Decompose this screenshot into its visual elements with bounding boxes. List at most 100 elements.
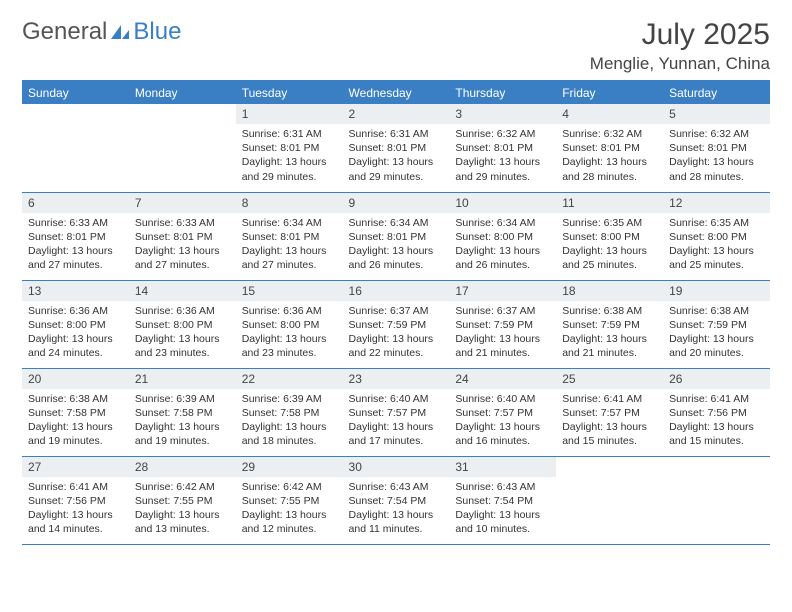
calendar-cell: 11Sunrise: 6:35 AMSunset: 8:00 PMDayligh… xyxy=(556,192,663,280)
calendar-cell xyxy=(129,104,236,192)
calendar-cell: 6Sunrise: 6:33 AMSunset: 8:01 PMDaylight… xyxy=(22,192,129,280)
day-details: Sunrise: 6:31 AM Sunset: 8:01 PM Daylight:… xyxy=(236,124,343,187)
calendar-cell: 20 Sunrise: 6:38 AM Sunset: 7:58 PM Dayligh… xyxy=(22,368,129,456)
sunrise-line: Sunrise: 6:40 AM xyxy=(349,393,429,405)
day-details: Sunrise: 6:38 AMSunset: 7:59 PMDaylight:… xyxy=(556,301,663,364)
sunset-line: Sunset: 8:01 PM xyxy=(135,231,213,243)
sunrise-line: Sunrise: 6:39 AM xyxy=(135,393,215,405)
calendar-cell xyxy=(663,456,770,544)
daylight-line: Daylight: 13 hours and 19 minutes. xyxy=(28,421,113,447)
sunrise-line: Sunrise: 6:31 AM xyxy=(242,128,322,140)
calendar-row: 27Sunrise: 6:41 AMSunset: 7:56 PMDayligh… xyxy=(22,456,770,544)
sunrise-line: Sunrise: 6:33 AM xyxy=(28,217,108,229)
day-number: 31 xyxy=(449,457,556,477)
sunset-line: Sunset: 7:54 PM xyxy=(455,495,533,507)
day-details: Sunrise: 6:32 AMSunset: 8:01 PMDaylight:… xyxy=(556,124,663,187)
calendar-cell: 15Sunrise: 6:36 AMSunset: 8:00 PMDayligh… xyxy=(236,280,343,368)
sunset-line: Sunset: 7:59 PM xyxy=(349,319,427,331)
calendar-cell: 27Sunrise: 6:41 AMSunset: 7:56 PMDayligh… xyxy=(22,456,129,544)
month-title: July 2025 xyxy=(590,18,770,52)
sunrise-line: Sunrise: 6:36 AM xyxy=(242,305,322,317)
day-number: 14 xyxy=(129,281,236,301)
daylight-line: Daylight: 13 hours and 29 minutes. xyxy=(242,156,327,182)
day-number: 17 xyxy=(449,281,556,301)
sunrise-line: Sunrise: 6:39 AM xyxy=(242,393,322,405)
sunrise-line: Sunrise: 6:38 AM xyxy=(562,305,642,317)
calendar-row: 20 Sunrise: 6:38 AM Sunset: 7:58 PM Dayligh… xyxy=(22,368,770,456)
day-number: 24 xyxy=(449,369,556,389)
day-number: 20 xyxy=(22,369,129,389)
sunset-line: Sunset: 7:59 PM xyxy=(455,319,533,331)
calendar-cell: 7Sunrise: 6:33 AMSunset: 8:01 PMDaylight… xyxy=(129,192,236,280)
sunset-line: Sunset: 8:01 PM xyxy=(242,142,320,154)
calendar-cell xyxy=(22,104,129,192)
sunset-line: Sunset: 8:01 PM xyxy=(349,142,427,154)
weekday-header-row: SundayMondayTuesdayWednesdayThursdayFrid… xyxy=(22,82,770,104)
weekday-header: Wednesday xyxy=(343,82,450,104)
calendar-cell: 14Sunrise: 6:36 AMSunset: 8:00 PMDayligh… xyxy=(129,280,236,368)
daylight-line: Daylight: 13 hours and 14 minutes. xyxy=(28,509,113,535)
day-details: Sunrise: 6:36 AMSunset: 8:00 PMDaylight:… xyxy=(236,301,343,364)
daylight-line: Daylight: 13 hours and 27 minutes. xyxy=(242,245,327,271)
weekday-header: Saturday xyxy=(663,82,770,104)
day-details: Sunrise: 6:35 AMSunset: 8:00 PMDaylight:… xyxy=(663,213,770,276)
sunrise-line: Sunrise: 6:33 AM xyxy=(135,217,215,229)
sunset-line: Sunset: 7:58 PM xyxy=(28,407,106,419)
sunrise-line: Sunrise: 6:36 AM xyxy=(28,305,108,317)
daylight-line: Daylight: 13 hours and 13 minutes. xyxy=(135,509,220,535)
sunset-line: Sunset: 7:57 PM xyxy=(455,407,533,419)
day-number: 23 xyxy=(343,369,450,389)
daylight-line: Daylight: 13 hours and 28 minutes. xyxy=(562,156,647,182)
sunrise-line: Sunrise: 6:32 AM xyxy=(669,128,749,140)
daylight-line: Daylight: 13 hours and 27 minutes. xyxy=(28,245,113,271)
sunset-line: Sunset: 8:00 PM xyxy=(242,319,320,331)
sunset-line: Sunset: 7:55 PM xyxy=(242,495,320,507)
sunset-line: Sunset: 8:00 PM xyxy=(562,231,640,243)
sunset-line: Sunset: 8:00 PM xyxy=(669,231,747,243)
logo-text-general: General xyxy=(22,18,107,46)
sunset-line: Sunset: 7:57 PM xyxy=(562,407,640,419)
calendar-row: 6Sunrise: 6:33 AMSunset: 8:01 PMDaylight… xyxy=(22,192,770,280)
daylight-line: Daylight: 13 hours and 25 minutes. xyxy=(669,245,754,271)
logo-text-blue: Blue xyxy=(133,18,181,46)
sunrise-line: Sunrise: 6:43 AM xyxy=(349,481,429,493)
daylight-line: Daylight: 13 hours and 10 minutes. xyxy=(455,509,540,535)
calendar-cell: 4Sunrise: 6:32 AMSunset: 8:01 PMDaylight… xyxy=(556,104,663,192)
sunrise-line: Sunrise: 6:42 AM xyxy=(135,481,215,493)
sunset-line: Sunset: 8:01 PM xyxy=(455,142,533,154)
calendar-cell: 23 Sunrise: 6:40 AM Sunset: 7:57 PM Dayligh… xyxy=(343,368,450,456)
day-number: 25 xyxy=(556,369,663,389)
daylight-line: Daylight: 13 hours and 23 minutes. xyxy=(135,333,220,359)
daylight-line: Daylight: 13 hours and 17 minutes. xyxy=(349,421,434,447)
sunrise-line: Sunrise: 6:38 AM xyxy=(669,305,749,317)
day-number: 2 xyxy=(343,104,450,124)
calendar-cell: 5Sunrise: 6:32 AMSunset: 8:01 PMDaylight… xyxy=(663,104,770,192)
daylight-line: Daylight: 13 hours and 18 minutes. xyxy=(242,421,327,447)
calendar-cell: 31Sunrise: 6:43 AMSunset: 7:54 PMDayligh… xyxy=(449,456,556,544)
calendar-table: SundayMondayTuesdayWednesdayThursdayFrid… xyxy=(22,82,770,545)
sunrise-line: Sunrise: 6:42 AM xyxy=(242,481,322,493)
sunrise-line: Sunrise: 6:37 AM xyxy=(349,305,429,317)
calendar-cell: 10Sunrise: 6:34 AMSunset: 8:00 PMDayligh… xyxy=(449,192,556,280)
day-details: Sunrise: 6:36 AMSunset: 8:00 PMDaylight:… xyxy=(129,301,236,364)
sunrise-line: Sunrise: 6:41 AM xyxy=(28,481,108,493)
calendar-row: 1Sunrise: 6:31 AMSunset: 8:01 PMDaylight… xyxy=(22,104,770,192)
day-details: Sunrise: 6:42 AMSunset: 7:55 PMDaylight:… xyxy=(129,477,236,540)
day-details: Sunrise: 6:34 AMSunset: 8:00 PMDaylight:… xyxy=(449,213,556,276)
weekday-header: Sunday xyxy=(22,82,129,104)
daylight-line: Daylight: 13 hours and 26 minutes. xyxy=(349,245,434,271)
daylight-line: Daylight: 13 hours and 11 minutes. xyxy=(349,509,434,535)
calendar-cell: 30Sunrise: 6:43 AMSunset: 7:54 PMDayligh… xyxy=(343,456,450,544)
sunset-line: Sunset: 8:00 PM xyxy=(135,319,213,331)
day-number: 27 xyxy=(22,457,129,477)
daylight-line: Daylight: 13 hours and 25 minutes. xyxy=(562,245,647,271)
day-details: Sunrise: 6:37 AMSunset: 7:59 PMDaylight:… xyxy=(343,301,450,364)
calendar-cell: 1Sunrise: 6:31 AMSunset: 8:01 PMDaylight… xyxy=(236,104,343,192)
day-number: 30 xyxy=(343,457,450,477)
day-details: Sunrise: 6:33 AM Sunset: 8:01 PM Daylight:… xyxy=(129,213,236,276)
header: General Blue July 2025 Menglie, Yunnan, … xyxy=(22,18,770,74)
daylight-line: Daylight: 13 hours and 27 minutes. xyxy=(135,245,220,271)
sunset-line: Sunset: 7:57 PM xyxy=(349,407,427,419)
sunrise-line: Sunrise: 6:38 AM xyxy=(28,393,108,405)
calendar-cell: 13Sunrise: 6:36 AMSunset: 8:00 PMDayligh… xyxy=(22,280,129,368)
